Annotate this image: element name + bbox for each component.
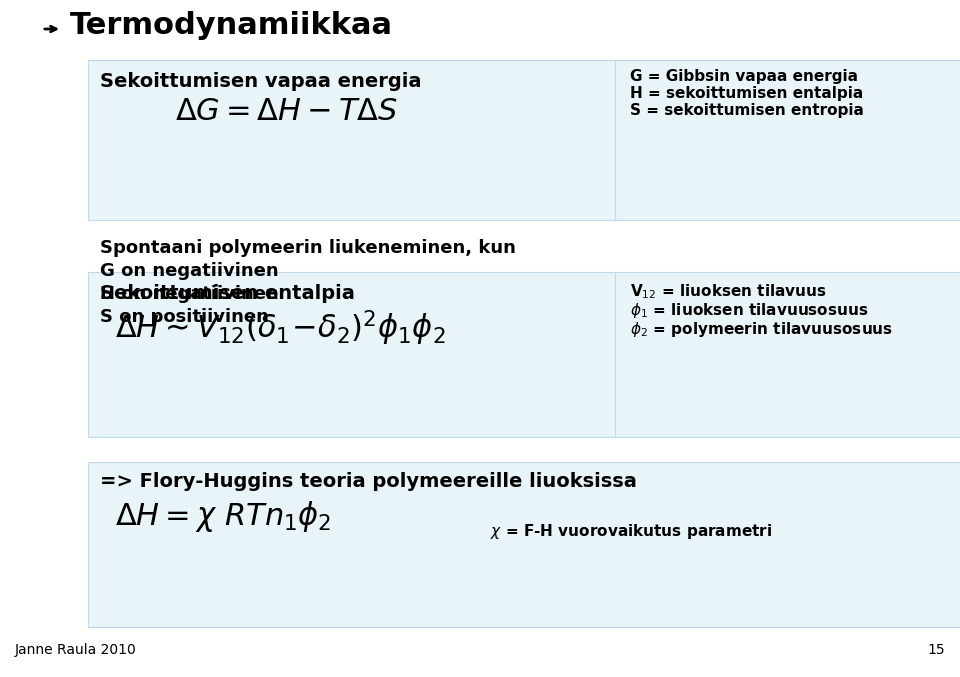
Text: V$_{12}$ = liuoksen tilavuus: V$_{12}$ = liuoksen tilavuus xyxy=(630,282,827,301)
Text: $\phi_1$ = liuoksen tilavuusosuus: $\phi_1$ = liuoksen tilavuusosuus xyxy=(630,301,869,320)
FancyBboxPatch shape xyxy=(88,60,960,220)
Text: $\phi_2$ = polymeerin tilavuusosuus: $\phi_2$ = polymeerin tilavuusosuus xyxy=(630,320,893,339)
Text: $\Delta G = \Delta H - T\Delta S$: $\Delta G = \Delta H - T\Delta S$ xyxy=(175,97,398,126)
Text: $\chi$ = F-H vuorovaikutus parametri: $\chi$ = F-H vuorovaikutus parametri xyxy=(490,522,772,541)
Text: Spontaani polymeerin liukeneminen, kun: Spontaani polymeerin liukeneminen, kun xyxy=(100,239,516,257)
Text: H on negatiivinen: H on negatiivinen xyxy=(100,285,278,303)
Text: Termodynamiikkaa: Termodynamiikkaa xyxy=(70,12,393,41)
Text: G on negatiivinen: G on negatiivinen xyxy=(100,262,278,280)
Text: G = Gibbsin vapaa energia: G = Gibbsin vapaa energia xyxy=(630,69,858,84)
Text: => Flory-Huggins teoria polymeereille liuoksissa: => Flory-Huggins teoria polymeereille li… xyxy=(100,472,636,491)
Text: S on positiivinen: S on positiivinen xyxy=(100,308,269,326)
Text: S = sekoittumisen entropia: S = sekoittumisen entropia xyxy=(630,103,864,118)
Text: $\Delta H \sim V_{12}(\delta_1\!-\!\delta_2)^2\phi_1\phi_2$: $\Delta H \sim V_{12}(\delta_1\!-\!\delt… xyxy=(115,309,445,349)
Text: Sekoittumisen vapaa energia: Sekoittumisen vapaa energia xyxy=(100,72,421,91)
FancyBboxPatch shape xyxy=(88,272,960,437)
Text: $\Delta H = \chi\ RTn_1\phi_2$: $\Delta H = \chi\ RTn_1\phi_2$ xyxy=(115,499,331,534)
Text: H = sekoittumisen entalpia: H = sekoittumisen entalpia xyxy=(630,86,863,101)
Text: Janne Raula 2010: Janne Raula 2010 xyxy=(15,643,136,657)
FancyBboxPatch shape xyxy=(88,462,960,627)
Text: 15: 15 xyxy=(927,643,945,657)
Text: Sekoittumisen entalpia: Sekoittumisen entalpia xyxy=(100,284,355,303)
